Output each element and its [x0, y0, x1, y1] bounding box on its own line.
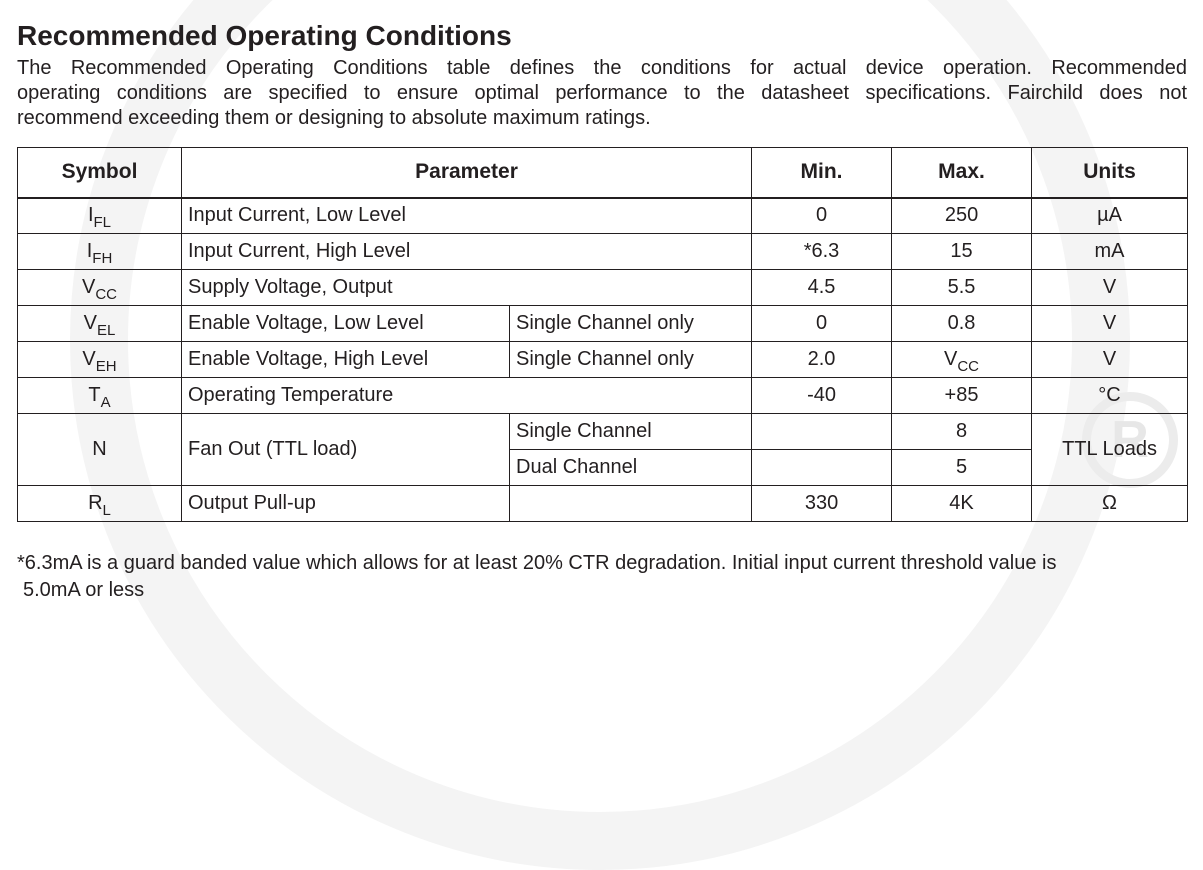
operating-conditions-table: Symbol Parameter Min. Max. Units IFL Inp…: [17, 147, 1189, 522]
symbol-main: I: [87, 204, 94, 227]
header-min: Min.: [751, 147, 893, 199]
max-cell: 250: [891, 197, 1033, 234]
units-cell: mA: [1031, 233, 1189, 270]
header-units: Units: [1031, 147, 1189, 199]
symbol-cell: IFH: [17, 233, 182, 270]
symbol-subscript: EL: [96, 322, 116, 339]
table-header-row: Symbol Parameter Min. Max. Units: [17, 147, 1189, 199]
header-symbol: Symbol: [17, 147, 182, 199]
symbol-subscript: L: [102, 502, 111, 519]
max-subscript: CC: [957, 358, 980, 375]
parameter-cell: Enable Voltage, High Level: [181, 341, 510, 378]
table-row: Dual Channel 5: [18, 449, 1188, 486]
units-cell: V: [1031, 341, 1189, 378]
max-cell: 0.8: [891, 305, 1033, 342]
intro-paragraph: The Recommended Operating Conditions tab…: [17, 56, 1187, 131]
footnote: *6.3mA is a guard banded value which all…: [17, 550, 1192, 604]
table-row: IFH Input Current, High Level *6.3 15 mA: [17, 233, 1189, 270]
symbol-cell: RL: [17, 485, 182, 522]
max-main: V: [944, 348, 958, 370]
units-cell: V: [1031, 269, 1189, 306]
min-cell: 0: [751, 197, 893, 234]
parameter-cell: Fan Out (TTL load): [181, 413, 510, 486]
condition-cell: Dual Channel: [508, 449, 753, 486]
min-cell: [751, 413, 893, 450]
table-row: RL Output Pull-up 330 4K Ω: [17, 485, 1189, 522]
max-cell: 5: [891, 449, 1033, 486]
symbol-main: T: [88, 384, 101, 406]
symbol-subscript: CC: [95, 286, 117, 303]
min-cell: 0: [751, 305, 893, 342]
units-cell: Ω: [1031, 485, 1189, 522]
symbol-main: N: [92, 438, 107, 460]
condition-cell: [508, 485, 753, 522]
max-cell: 15: [891, 233, 1033, 270]
parameter-cell: Output Pull-up: [181, 485, 510, 522]
header-max: Max.: [891, 147, 1033, 199]
max-cell: 8: [891, 413, 1033, 450]
intro-line: recommend exceeding them or designing to…: [17, 107, 651, 129]
parameter-cell: Operating Temperature: [180, 377, 753, 414]
symbol-cell: VEH: [17, 341, 182, 378]
symbol-main: I: [86, 240, 93, 262]
min-cell: 2.0: [751, 341, 893, 378]
parameter-cell: Enable Voltage, Low Level: [181, 305, 510, 342]
section-title: Recommended Operating Conditions: [17, 20, 512, 51]
units-cell: TTL Loads: [1031, 413, 1189, 486]
symbol-subscript: FL: [93, 214, 112, 232]
parameter-cell: Supply Voltage, Output: [180, 269, 753, 306]
max-cell: 5.5: [891, 269, 1033, 306]
table-row: IFL Input Current, Low Level 0 250 µA: [17, 197, 1189, 234]
units-cell: °C: [1031, 377, 1189, 414]
table-row: VEH Enable Voltage, High Level Single Ch…: [17, 341, 1189, 378]
table-row: VEL Enable Voltage, Low Level Single Cha…: [17, 305, 1189, 342]
symbol-cell: VCC: [17, 269, 182, 306]
units-cell: µA: [1031, 197, 1189, 234]
min-cell: *6.3: [751, 233, 893, 270]
units-cell: V: [1031, 305, 1189, 342]
parameter-cell: Input Current, Low Level: [180, 197, 753, 234]
header-parameter: Parameter: [180, 147, 753, 199]
intro-line: The Recommended Operating Conditions tab…: [17, 57, 1187, 79]
symbol-cell: N: [17, 413, 182, 486]
footnote-line: *6.3mA is a guard banded value which all…: [17, 552, 1057, 574]
min-cell: -40: [751, 377, 893, 414]
symbol-main: V: [83, 312, 97, 334]
max-cell: VCC: [891, 341, 1033, 378]
table-row: VCC Supply Voltage, Output 4.5 5.5 V: [17, 269, 1189, 306]
symbol-main: R: [88, 492, 103, 514]
max-cell: +85: [891, 377, 1033, 414]
symbol-main: V: [81, 276, 96, 298]
symbol-cell: IFL: [17, 197, 182, 234]
condition-cell: Single Channel only: [508, 341, 753, 378]
footnote-line: 5.0mA or less: [23, 579, 145, 601]
symbol-cell: VEL: [17, 305, 182, 342]
page-content: Recommended Operating Conditions The Rec…: [17, 20, 1192, 604]
min-cell: 330: [751, 485, 893, 522]
min-cell: [751, 449, 893, 486]
symbol-cell: TA: [17, 377, 182, 414]
min-cell: 4.5: [751, 269, 893, 306]
symbol-main: V: [82, 348, 96, 370]
table-row: TA Operating Temperature -40 +85 °C: [17, 377, 1189, 414]
table-row: N Fan Out (TTL load) Single Channel 8 TT…: [17, 413, 1189, 486]
max-cell: 4K: [891, 485, 1033, 522]
intro-line: operating conditions are specified to en…: [17, 82, 1187, 104]
parameter-cell: Input Current, High Level: [180, 233, 753, 270]
condition-cell: Single Channel only: [508, 305, 753, 342]
symbol-subscript: A: [100, 394, 111, 411]
symbol-subscript: FH: [92, 250, 113, 267]
symbol-subscript: EH: [95, 358, 117, 375]
condition-cell: Single Channel: [508, 413, 753, 450]
